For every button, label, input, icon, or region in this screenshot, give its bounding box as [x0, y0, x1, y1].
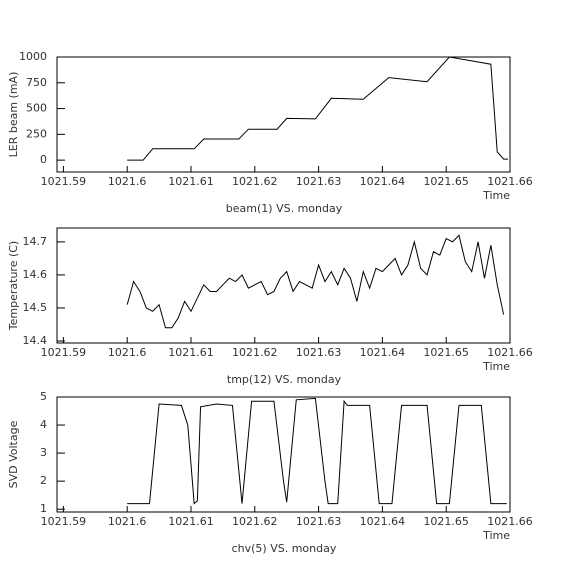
x-tick-label: 1021.66: [487, 515, 533, 528]
y-tick-label: 250: [26, 127, 47, 140]
y-tick-label: 750: [26, 76, 47, 89]
y-tick-label: 0: [40, 153, 47, 166]
x-tick-label: 1021.65: [423, 175, 469, 188]
x-tick-label: 1021.62: [232, 175, 278, 188]
x-tick-label: 1021.59: [41, 175, 87, 188]
data-line: [126, 234, 505, 329]
y-axis-label: Temperature (C): [7, 241, 20, 331]
y-tick-label: 4: [40, 418, 47, 431]
plot-frame: [56, 396, 511, 513]
x-tick-label: 1021.61: [168, 346, 214, 359]
y-tick-label: 1: [40, 502, 47, 515]
x-tick-label: 1021.61: [168, 515, 214, 528]
chart-title: tmp(12) VS. monday: [227, 373, 342, 386]
plot-frame: [56, 227, 511, 344]
chart-title: chv(5) VS. monday: [232, 542, 337, 555]
y-tick-label: 14.6: [23, 268, 48, 281]
x-tick-label: 1021.6: [108, 175, 147, 188]
x-tick-label: 1021.62: [232, 515, 278, 528]
x-tick-label: 1021.64: [360, 346, 406, 359]
x-axis-label: Time: [482, 529, 510, 542]
x-axis-label: Time: [482, 360, 510, 373]
x-tick-label: 1021.63: [296, 515, 342, 528]
x-tick-label: 1021.59: [41, 346, 87, 359]
x-axis-label: Time: [482, 189, 510, 202]
y-tick-label: 14.4: [23, 334, 48, 347]
y-tick-label: 2: [40, 474, 47, 487]
y-tick-label: 1000: [19, 50, 47, 63]
y-tick-label: 14.7: [23, 235, 48, 248]
chart-title: beam(1) VS. monday: [226, 202, 343, 215]
x-tick-label: 1021.66: [487, 175, 533, 188]
x-tick-label: 1021.65: [423, 515, 469, 528]
y-tick-label: 3: [40, 446, 47, 459]
y-tick-label: 14.5: [23, 301, 48, 314]
y-axis-label: LER beam (mA): [7, 72, 20, 158]
x-tick-label: 1021.65: [423, 346, 469, 359]
x-tick-label: 1021.6: [108, 346, 147, 359]
x-tick-label: 1021.64: [360, 175, 406, 188]
x-tick-label: 1021.64: [360, 515, 406, 528]
x-tick-label: 1021.6: [108, 515, 147, 528]
x-tick-label: 1021.61: [168, 175, 214, 188]
x-tick-label: 1021.66: [487, 346, 533, 359]
x-tick-label: 1021.59: [41, 515, 87, 528]
x-tick-label: 1021.63: [296, 175, 342, 188]
plot-frame: [56, 56, 511, 173]
y-tick-label: 500: [26, 102, 47, 115]
data-line: [127, 56, 509, 161]
x-tick-label: 1021.63: [296, 346, 342, 359]
data-line: [127, 397, 507, 505]
x-tick-label: 1021.62: [232, 346, 278, 359]
y-tick-label: 5: [40, 390, 47, 403]
y-axis-label: SVD Voltage: [7, 420, 20, 488]
